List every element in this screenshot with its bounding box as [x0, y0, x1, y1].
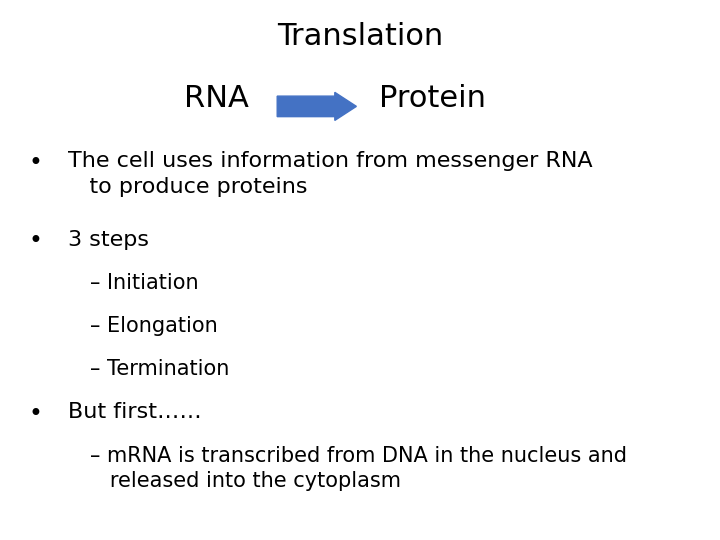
Text: The cell uses information from messenger RNA
   to produce proteins: The cell uses information from messenger…	[68, 151, 593, 197]
Text: – mRNA is transcribed from DNA in the nucleus and
   released into the cytoplasm: – mRNA is transcribed from DNA in the nu…	[90, 446, 627, 491]
Text: 3 steps: 3 steps	[68, 230, 150, 249]
FancyArrow shape	[277, 92, 356, 120]
Text: •: •	[29, 402, 42, 426]
Text: – Elongation: – Elongation	[90, 316, 217, 336]
Text: – Initiation: – Initiation	[90, 273, 199, 293]
Text: Translation: Translation	[277, 22, 443, 51]
Text: RNA: RNA	[184, 84, 248, 113]
Text: •: •	[29, 151, 42, 175]
Text: Protein: Protein	[379, 84, 485, 113]
Text: – Termination: – Termination	[90, 359, 230, 379]
Text: •: •	[29, 230, 42, 253]
Text: But first……: But first……	[68, 402, 202, 422]
